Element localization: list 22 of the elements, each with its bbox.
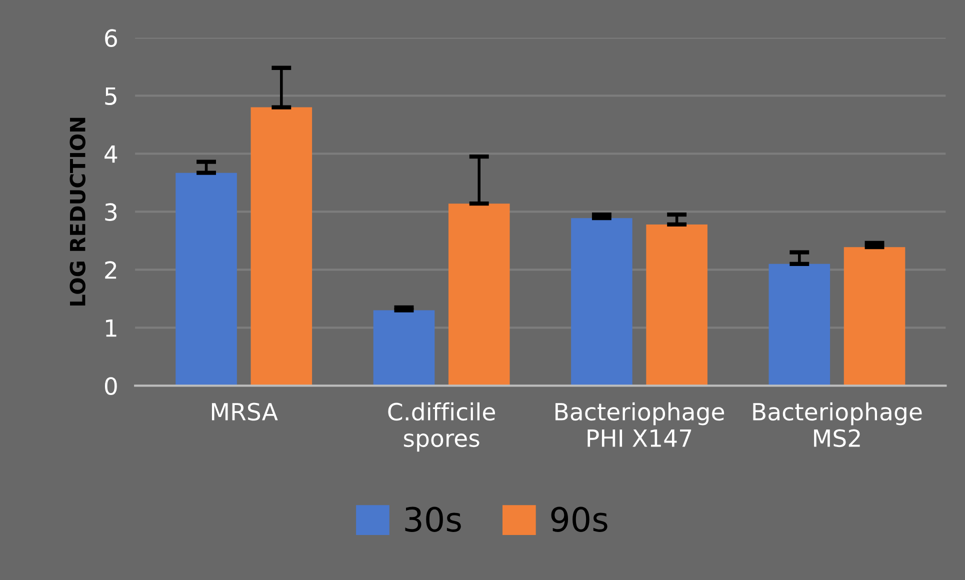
bar: [844, 247, 906, 386]
legend-label: 30s: [405, 506, 461, 532]
bar: [176, 172, 237, 386]
y-tick-label: 6: [105, 29, 117, 48]
legend-label: 90s: [551, 506, 608, 532]
bar: [373, 310, 435, 386]
bar: [250, 107, 312, 386]
y-tick-label: 3: [105, 203, 117, 222]
y-tick-label: 4: [104, 145, 118, 163]
y-tick-label: 0: [104, 377, 117, 396]
x-tick-label: MRSA: [212, 402, 278, 421]
y-tick-label: 1: [106, 319, 116, 337]
y-axis-title: LOG REDUCTION: [70, 118, 86, 306]
y-tick-label: 5: [105, 87, 116, 106]
x-tick-label: Bacteriophage PHI X147: [556, 402, 724, 447]
x-tick-label: Bacteriophage MS2: [753, 402, 922, 448]
bar: [571, 218, 632, 386]
y-tick-label: 2: [105, 261, 116, 279]
bar: [768, 264, 830, 386]
bar: [448, 204, 510, 386]
x-tick-label: C.difficile spores: [388, 402, 495, 452]
bar: [646, 224, 708, 386]
